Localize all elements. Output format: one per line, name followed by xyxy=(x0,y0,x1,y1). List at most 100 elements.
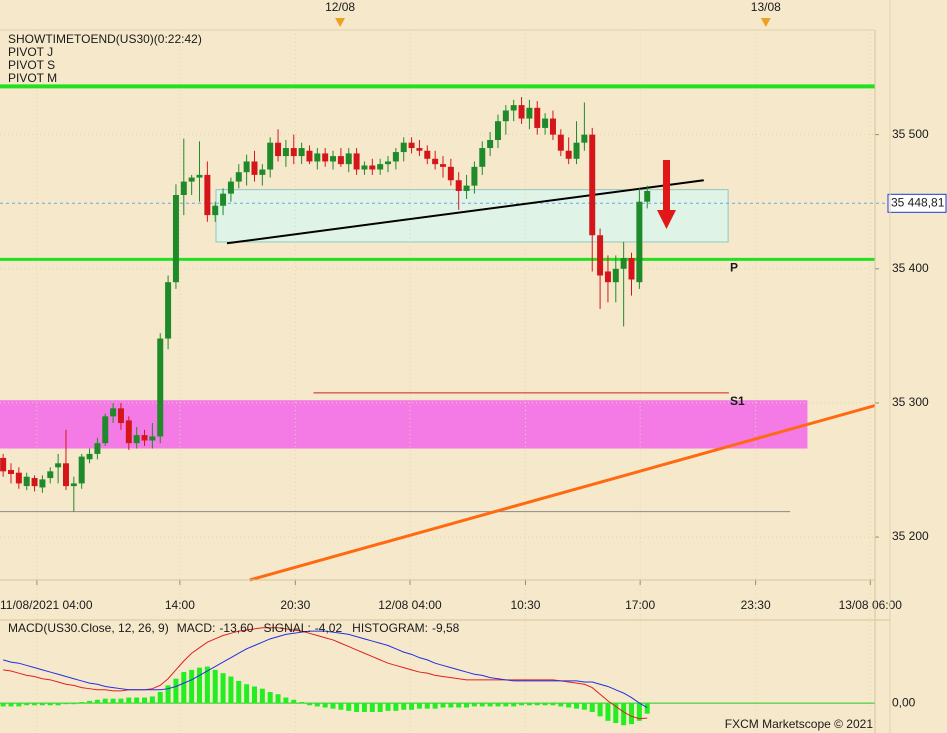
x-tick-label: 13/08 06:00 xyxy=(839,598,903,612)
histogram-bar xyxy=(79,701,85,704)
histogram-bar xyxy=(314,703,320,707)
candle-body xyxy=(337,156,344,165)
histogram-bar xyxy=(55,703,61,706)
candle-body xyxy=(0,457,7,472)
candle-body xyxy=(102,416,109,444)
histogram-bar xyxy=(212,669,218,704)
histogram-bar xyxy=(393,703,399,711)
candle-body xyxy=(447,166,454,181)
histogram-bar xyxy=(519,703,525,706)
histogram-bar xyxy=(354,703,360,712)
candle-body xyxy=(290,148,297,157)
candle-body xyxy=(620,258,627,269)
date-marker xyxy=(335,18,346,27)
candle-body xyxy=(322,153,329,162)
candle-body xyxy=(612,268,619,283)
histogram-bar xyxy=(204,666,210,704)
candle-body xyxy=(165,282,172,339)
legend-name: SIGNAL: xyxy=(263,621,310,635)
date-marker xyxy=(760,18,771,27)
histogram-bar xyxy=(275,694,281,704)
candle-body xyxy=(282,148,289,157)
histogram-bar xyxy=(369,703,375,712)
histogram-bar xyxy=(110,698,116,704)
histogram-bar xyxy=(251,686,257,704)
histogram-bar xyxy=(0,703,6,707)
histogram-bar xyxy=(574,703,580,709)
candle-body xyxy=(141,435,148,441)
y-tick-label: 35 300 xyxy=(892,395,929,409)
legend-name: MACD: xyxy=(177,621,216,635)
x-tick-label: 10:30 xyxy=(510,598,540,612)
candle-body xyxy=(204,174,211,216)
histogram-bar xyxy=(8,703,14,707)
histogram-bar xyxy=(471,703,477,707)
candle-body xyxy=(463,185,470,191)
histogram-bar xyxy=(149,696,155,704)
histogram-bar xyxy=(322,703,328,708)
histogram-bar xyxy=(621,703,627,726)
histogram-bar xyxy=(87,700,93,704)
date-marker-label: 13/08 xyxy=(751,0,781,14)
candle-body xyxy=(259,169,266,175)
histogram-bar xyxy=(644,703,650,714)
candle-body xyxy=(180,181,187,195)
y-tick-label: 35 500 xyxy=(892,127,929,141)
candle-body xyxy=(275,142,282,157)
histogram-bar xyxy=(102,698,108,704)
histogram-bar xyxy=(134,697,140,704)
histogram-bar xyxy=(346,703,352,711)
candle-body xyxy=(306,150,313,162)
candle-body xyxy=(565,150,572,159)
candle-body xyxy=(23,476,30,487)
x-tick-label: 20:30 xyxy=(280,598,310,612)
histogram-bar xyxy=(228,676,234,704)
histogram-bar xyxy=(511,703,517,707)
candle-body xyxy=(455,180,462,191)
histogram-bar xyxy=(495,703,501,707)
indicator-label: PIVOT J xyxy=(8,45,53,59)
candle-body xyxy=(502,110,509,122)
histogram-bar xyxy=(479,703,485,707)
candle-body xyxy=(314,153,321,162)
histogram-bar xyxy=(220,673,226,704)
histogram-bar xyxy=(142,697,148,704)
signal-arrow xyxy=(657,160,676,229)
candle-body xyxy=(235,172,242,182)
candle-body xyxy=(471,166,478,186)
candle-body xyxy=(172,195,179,283)
candle-body xyxy=(15,472,22,484)
histogram-bar xyxy=(32,703,38,706)
histogram-bar xyxy=(165,685,171,704)
histogram-bar xyxy=(448,703,454,708)
candle-body xyxy=(212,205,219,216)
candle-body xyxy=(94,443,101,454)
histogram-bar xyxy=(267,692,273,704)
candle-body xyxy=(644,190,651,202)
histogram-bar xyxy=(636,703,642,721)
histogram-bar xyxy=(126,697,132,704)
histogram-bar xyxy=(39,703,45,706)
candle-body xyxy=(110,408,117,417)
candle-body xyxy=(188,177,195,182)
histogram-bar xyxy=(503,703,509,707)
candle-body xyxy=(298,148,305,157)
histogram-bar xyxy=(299,701,305,704)
histogram-bar xyxy=(63,703,69,705)
histogram-bar xyxy=(283,697,289,704)
candle-body xyxy=(542,118,549,128)
y-tick-label: 0,00 xyxy=(892,695,916,709)
candle-body xyxy=(589,134,596,236)
candle-body xyxy=(157,338,164,437)
histogram-bar xyxy=(589,703,595,712)
candle-body xyxy=(251,161,258,175)
candle-body xyxy=(86,453,93,460)
candle-body xyxy=(7,470,14,475)
histogram-bar xyxy=(94,699,100,704)
histogram-bar xyxy=(306,703,312,706)
macd-line xyxy=(3,627,648,720)
histogram-bar xyxy=(424,703,430,709)
drawing-line xyxy=(226,179,704,245)
